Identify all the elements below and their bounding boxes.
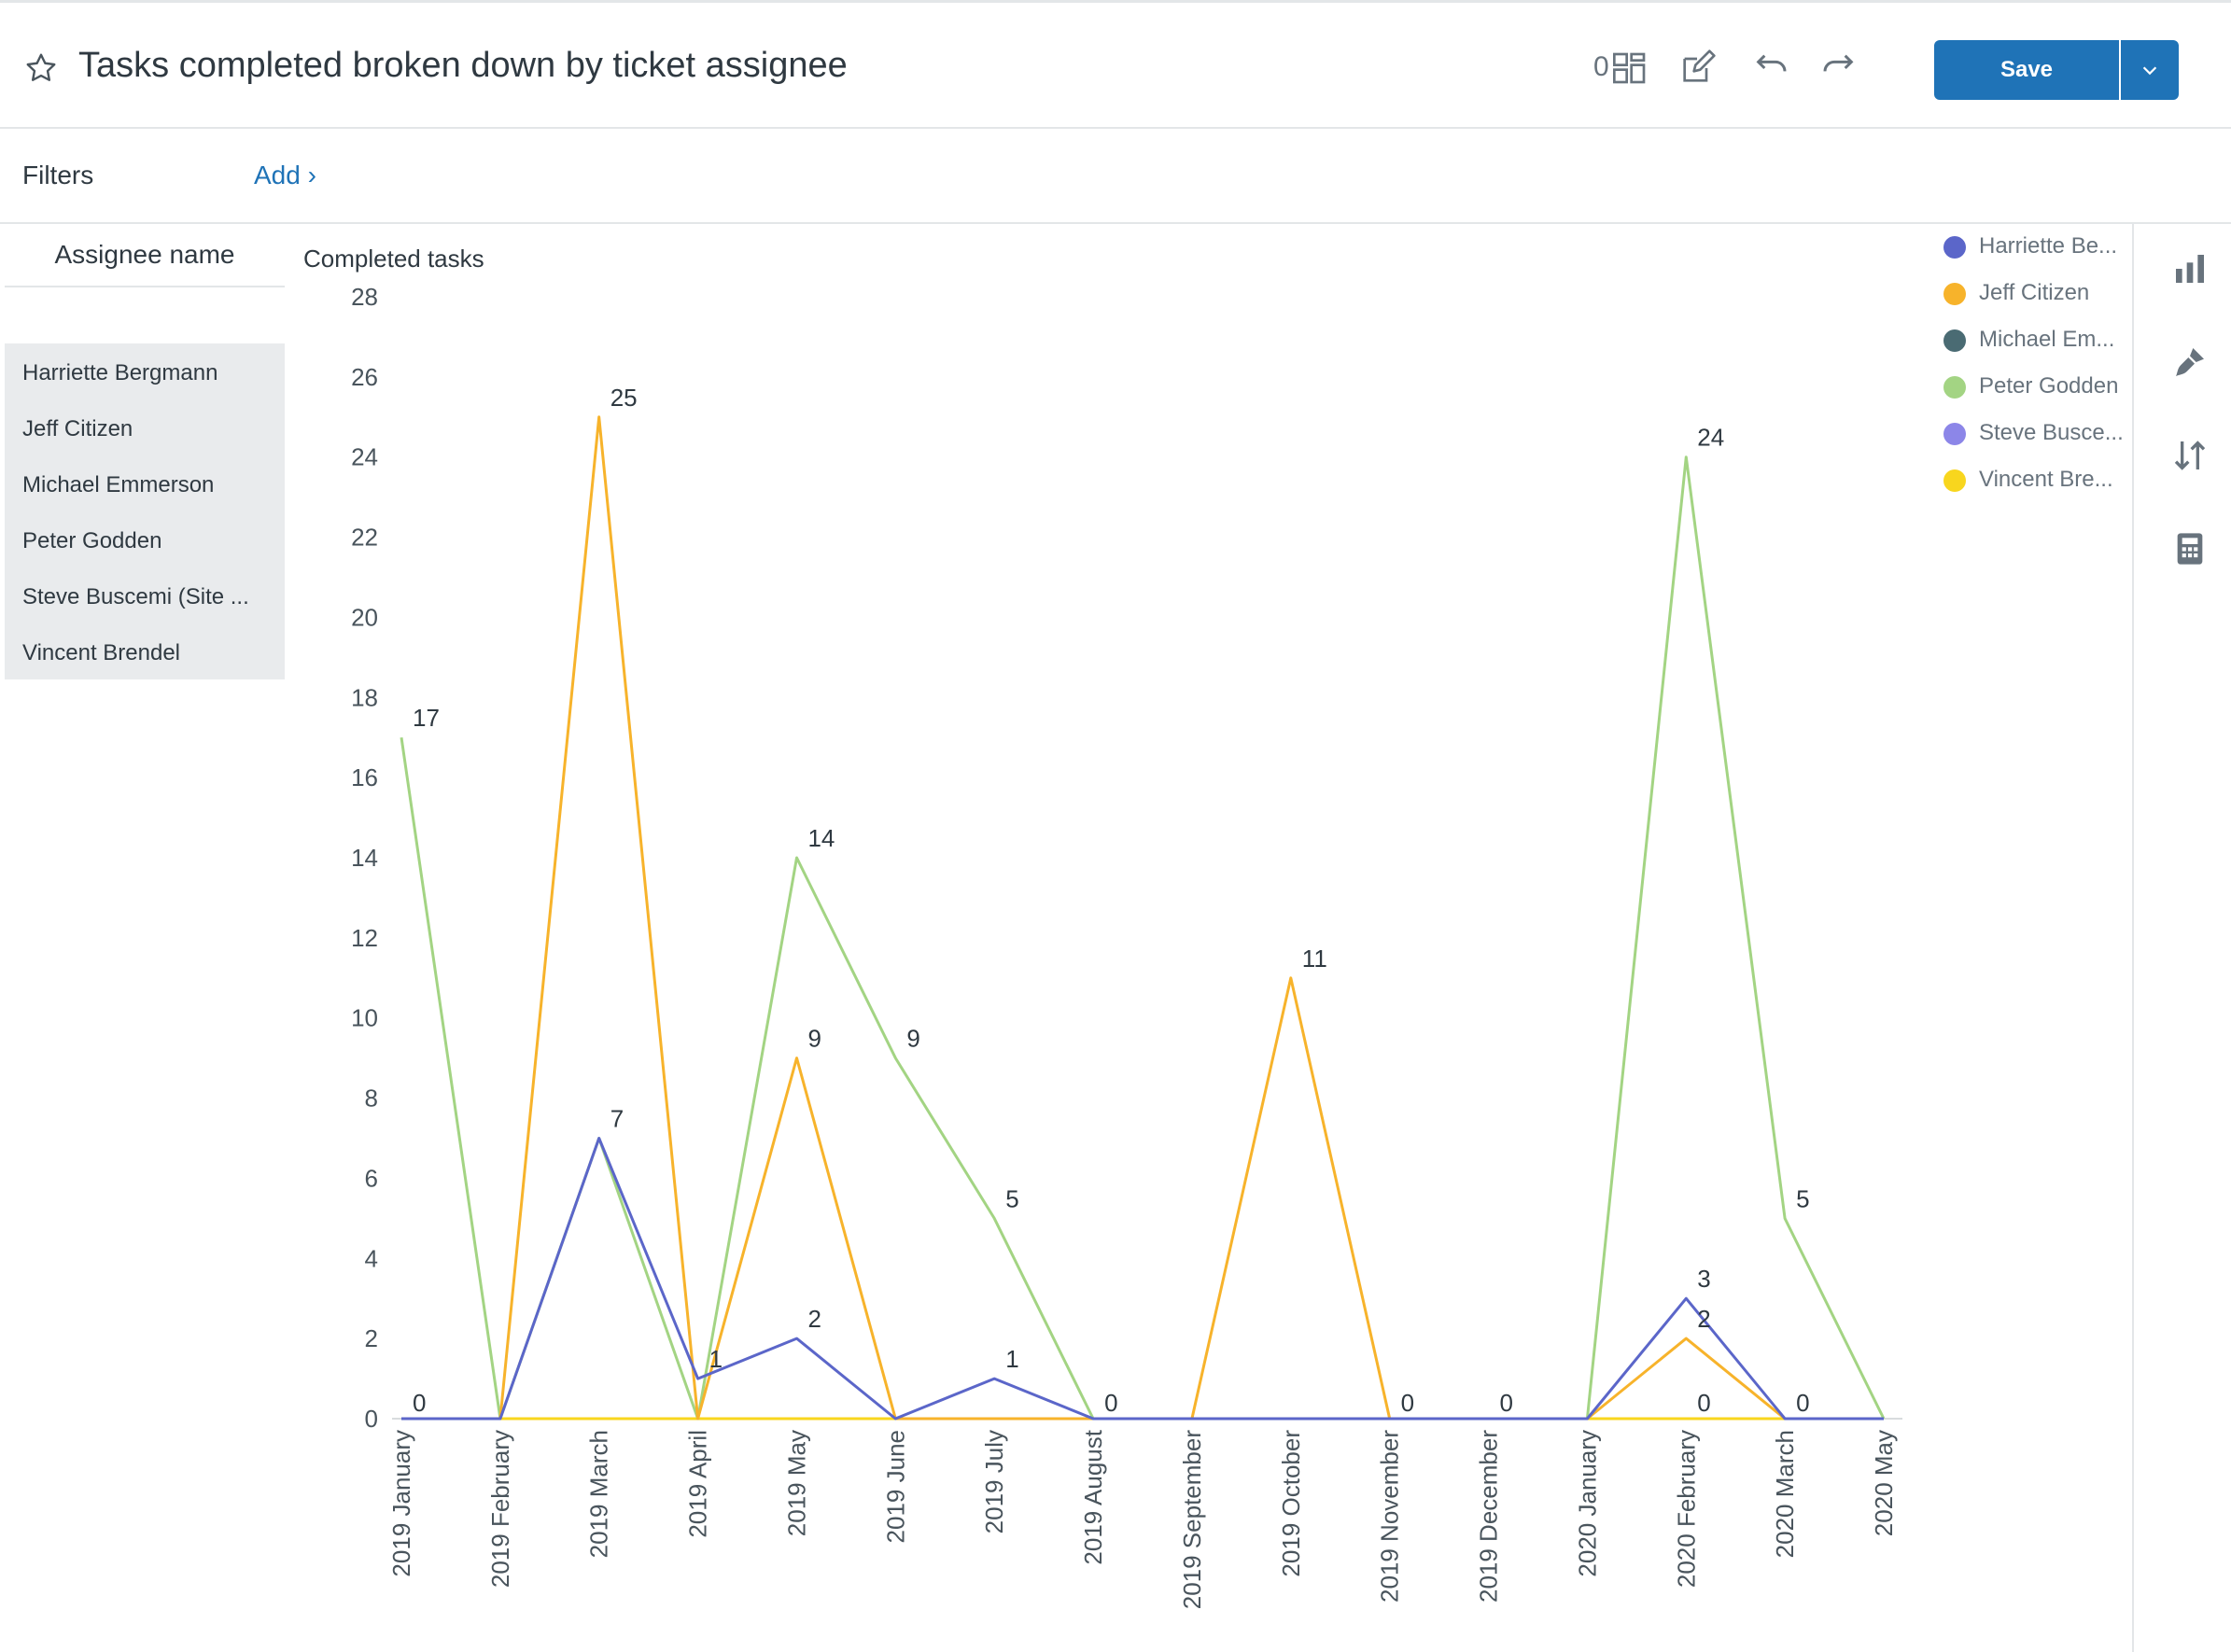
calculator-icon[interactable]: [2171, 530, 2209, 567]
y-tick-label: 14: [351, 844, 378, 872]
bar-chart-icon[interactable]: [2171, 250, 2209, 287]
data-label: 0: [1104, 1389, 1117, 1417]
x-tick-label: 2020 February: [1672, 1430, 1700, 1588]
assignee-item[interactable]: Steve Buscemi (Site ...: [22, 584, 249, 609]
chart-options-rail: [2132, 224, 2231, 1652]
data-label: 7: [610, 1105, 624, 1133]
data-label: 17: [413, 704, 440, 732]
star-icon[interactable]: [24, 51, 58, 85]
add-filter-link[interactable]: Add ›: [254, 161, 316, 189]
y-tick-label: 2: [365, 1324, 378, 1352]
data-label: 1: [709, 1345, 723, 1373]
x-tick-label: 2019 December: [1475, 1430, 1503, 1603]
x-tick-label: 2020 March: [1771, 1430, 1799, 1558]
legend-dot: [1943, 236, 1966, 259]
data-label: 9: [807, 1025, 821, 1053]
filters-label: Filters: [22, 161, 94, 189]
data-label: 0: [1500, 1389, 1513, 1417]
data-label: 24: [1697, 424, 1724, 452]
legend-label: Harriette Be...: [1979, 233, 2118, 259]
y-tick-label: 12: [351, 924, 378, 952]
assignee-panel-header: Assignee name: [5, 224, 285, 287]
y-tick-label: 22: [351, 524, 378, 552]
legend-dot: [1943, 376, 1966, 399]
y-tick-label: 24: [351, 443, 378, 471]
x-tick-label: 2019 May: [782, 1430, 810, 1536]
legend-label: Jeff Citizen: [1979, 280, 2090, 305]
x-tick-label: 2019 February: [486, 1430, 514, 1588]
chevron-down-icon: [2142, 66, 2157, 76]
data-label: 0: [1697, 1389, 1710, 1417]
assignee-panel: Assignee name Harriette Bergmann Jeff Ci…: [0, 224, 285, 1652]
data-label: 9: [906, 1025, 919, 1053]
assignee-item[interactable]: Jeff Citizen: [22, 416, 133, 441]
save-options-dropdown[interactable]: [2121, 40, 2179, 100]
edit-icon[interactable]: [1678, 49, 1716, 87]
brush-icon[interactable]: [2171, 343, 2209, 381]
data-label: 2: [1697, 1305, 1710, 1333]
y-tick-label: 4: [365, 1244, 378, 1272]
legend-dot: [1943, 423, 1966, 445]
y-tick-label: 8: [365, 1085, 378, 1113]
data-label: 25: [610, 384, 638, 412]
series-line: [400, 455, 1886, 1421]
filters-bar: Filters Add ›: [0, 129, 2231, 224]
x-tick-label: 2019 November: [1376, 1430, 1404, 1603]
y-tick-label: 0: [365, 1405, 378, 1433]
data-label: 0: [413, 1389, 426, 1417]
y-axis-title: Completed tasks: [303, 245, 484, 273]
line-chart: Completed tasks0246810121416182022242628…: [303, 245, 1902, 1610]
y-tick-label: 10: [351, 1004, 378, 1032]
data-label: 2: [807, 1305, 821, 1333]
widget-count: 0: [1593, 51, 1609, 82]
y-tick-label: 26: [351, 363, 378, 391]
y-tick-label: 16: [351, 763, 378, 791]
x-tick-label: 2019 June: [881, 1430, 909, 1543]
data-label: 5: [1005, 1184, 1018, 1212]
save-button[interactable]: Save: [1934, 40, 2119, 100]
data-label: 11: [1302, 945, 1327, 973]
report-header: Tasks completed broken down by ticket as…: [0, 0, 2231, 129]
data-label: 1: [1005, 1345, 1018, 1373]
legend-dot: [1943, 329, 1966, 352]
y-tick-label: 18: [351, 683, 378, 711]
x-tick-label: 2020 May: [1870, 1430, 1898, 1536]
report-title: Tasks completed broken down by ticket as…: [78, 46, 848, 85]
y-tick-label: 6: [365, 1164, 378, 1192]
x-tick-label: 2019 September: [1178, 1430, 1206, 1610]
data-label: 0: [1796, 1389, 1809, 1417]
y-tick-label: 28: [351, 283, 378, 311]
sort-icon[interactable]: [2171, 437, 2209, 474]
legend-label: Vincent Bre...: [1979, 467, 2113, 492]
undo-icon[interactable]: [1752, 49, 1789, 87]
x-tick-label: 2019 July: [980, 1430, 1008, 1533]
legend-dot: [1943, 469, 1966, 492]
x-tick-label: 2019 August: [1079, 1429, 1107, 1564]
data-label: 3: [1697, 1265, 1710, 1293]
data-label: 5: [1796, 1184, 1809, 1212]
assignee-item[interactable]: Harriette Bergmann: [22, 360, 218, 385]
assignee-item[interactable]: Michael Emmerson: [22, 472, 215, 497]
assignee-item[interactable]: Peter Godden: [22, 528, 162, 553]
x-tick-label: 2019 January: [387, 1430, 415, 1577]
legend-label: Michael Em...: [1979, 327, 2115, 352]
assignee-item[interactable]: Vincent Brendel: [22, 640, 181, 665]
assignee-list: Harriette Bergmann Jeff Citizen Michael …: [5, 343, 285, 679]
series-line: [401, 415, 1884, 1421]
x-tick-label: 2019 October: [1277, 1430, 1305, 1577]
x-tick-label: 2019 April: [684, 1430, 712, 1538]
data-label: 0: [1401, 1389, 1414, 1417]
widgets-icon[interactable]: [1611, 49, 1649, 87]
series-line: [401, 1137, 1884, 1421]
x-tick-label: 2020 January: [1573, 1430, 1601, 1577]
legend-dot: [1943, 283, 1966, 305]
redo-icon[interactable]: [1820, 49, 1858, 87]
legend-label: Steve Busce...: [1979, 420, 2124, 445]
data-label: 14: [807, 824, 835, 852]
x-tick-label: 2019 March: [585, 1430, 613, 1558]
y-tick-label: 20: [351, 603, 378, 631]
legend-label: Peter Godden: [1979, 373, 2119, 399]
